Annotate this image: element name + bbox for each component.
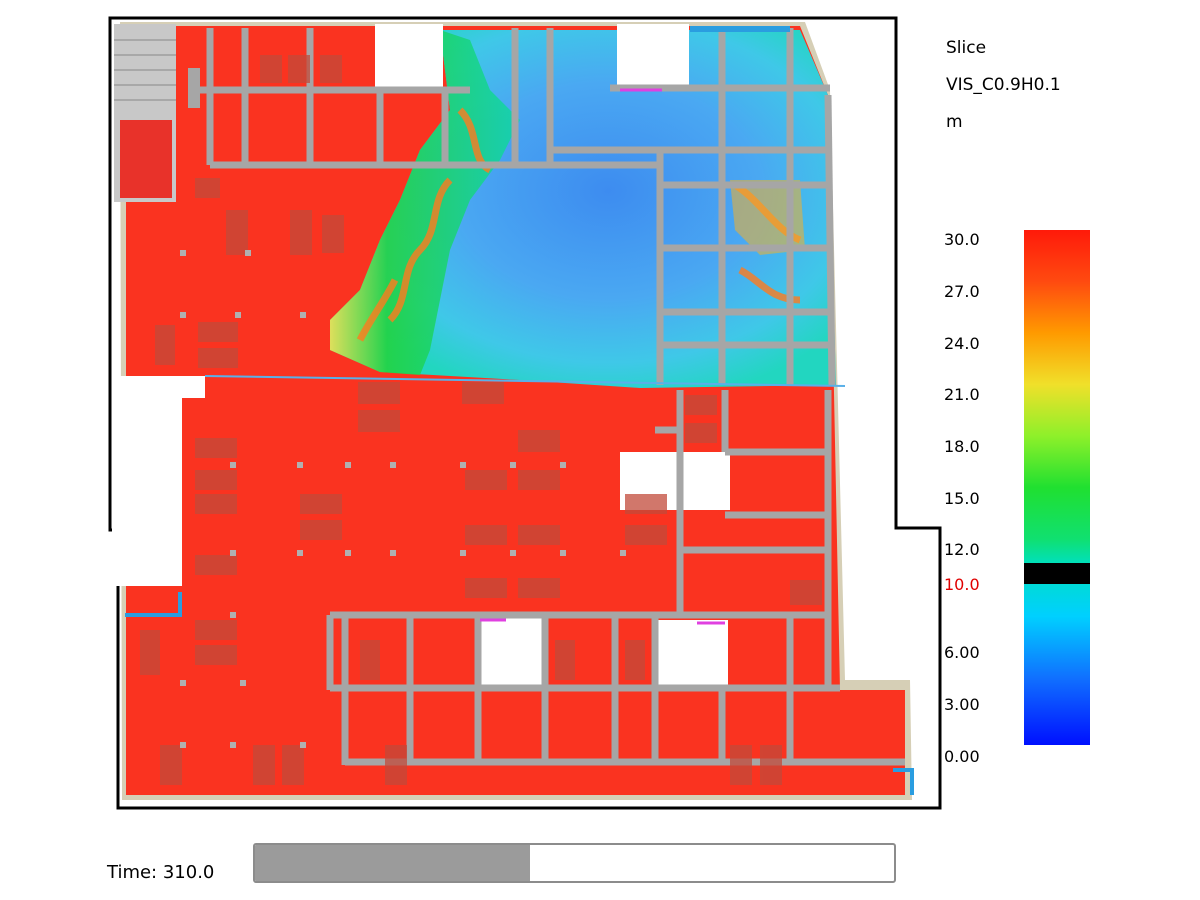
zone-divider — [204, 375, 846, 387]
hot-patch-east — [730, 180, 805, 255]
vent-top-right — [690, 26, 790, 32]
vent-marker-southeast — [893, 768, 914, 795]
legend-tick: 30.0 — [944, 230, 980, 249]
transition-band — [330, 30, 520, 375]
legend-tick: 24.0 — [944, 334, 980, 353]
walls-upper — [190, 28, 836, 386]
void-south-2 — [656, 620, 728, 688]
hot-streaks — [356, 107, 802, 342]
legend-tick: 27.0 — [944, 282, 980, 301]
legend-title: Slice VIS_C0.9H0.1 m — [946, 30, 1086, 141]
furniture-blocks — [140, 55, 822, 785]
legend-title-line-2: VIS_C0.9H0.1 — [946, 75, 1061, 95]
colorbar-gradient — [1024, 230, 1090, 745]
legend-title-line-1: Slice — [946, 38, 987, 58]
void-top-mid — [617, 24, 689, 88]
time-slider[interactable] — [253, 843, 896, 883]
colorbar — [1024, 230, 1090, 745]
legend-tick: 18.0 — [944, 437, 980, 456]
stair-shaft-red — [120, 120, 172, 198]
legend-tick: 12.0 — [944, 540, 980, 559]
legend-title-line-3: m — [946, 112, 963, 132]
legend-tick: 10.0 — [944, 575, 980, 594]
void-west-notch — [160, 376, 205, 398]
walls-lower — [326, 390, 905, 766]
time-label: Time: 310.0 — [107, 862, 215, 883]
colorbar-threshold-band — [1024, 563, 1090, 584]
time-slider-fill — [255, 845, 530, 881]
legend-tick: 15.0 — [944, 489, 980, 508]
stair-treads — [114, 39, 176, 101]
legend-tick: 6.00 — [944, 643, 980, 662]
void-top-left — [375, 24, 443, 92]
vent-marker-west — [125, 592, 182, 617]
void-west — [112, 376, 182, 586]
legend-tick: 3.00 — [944, 695, 980, 714]
column-left — [188, 68, 200, 108]
legend-tick: 0.00 — [944, 747, 980, 766]
void-south-1 — [478, 618, 546, 686]
legend-tick: 21.0 — [944, 385, 980, 404]
fixtures — [180, 250, 626, 748]
